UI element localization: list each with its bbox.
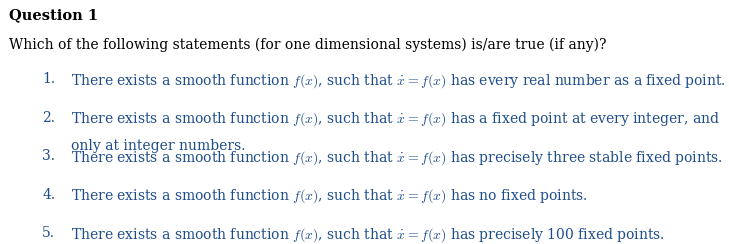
Text: 2.: 2. xyxy=(42,111,55,124)
Text: There exists a smooth function $f(x)$, such that $\dot{x} = f(x)$ has precisely : There exists a smooth function $f(x)$, s… xyxy=(71,149,723,167)
Text: Question 1: Question 1 xyxy=(9,9,98,22)
Text: There exists a smooth function $f(x)$, such that $\dot{x} = f(x)$ has every real: There exists a smooth function $f(x)$, s… xyxy=(71,72,726,90)
Text: 3.: 3. xyxy=(42,149,55,163)
Text: There exists a smooth function $f(x)$, such that $\dot{x} = f(x)$ has no fixed p: There exists a smooth function $f(x)$, s… xyxy=(71,188,588,205)
Text: There exists a smooth function $f(x)$, such that $\dot{x} = f(x)$ has precisely : There exists a smooth function $f(x)$, s… xyxy=(71,226,666,244)
Text: Which of the following statements (for one dimensional systems) is/are true (if : Which of the following statements (for o… xyxy=(9,38,607,52)
Text: 4.: 4. xyxy=(42,188,55,202)
Text: 5.: 5. xyxy=(42,226,55,240)
Text: 1.: 1. xyxy=(42,72,55,86)
Text: There exists a smooth function $f(x)$, such that $\dot{x} = f(x)$ has a fixed po: There exists a smooth function $f(x)$, s… xyxy=(71,111,720,128)
Text: only at integer numbers.: only at integer numbers. xyxy=(71,139,246,152)
